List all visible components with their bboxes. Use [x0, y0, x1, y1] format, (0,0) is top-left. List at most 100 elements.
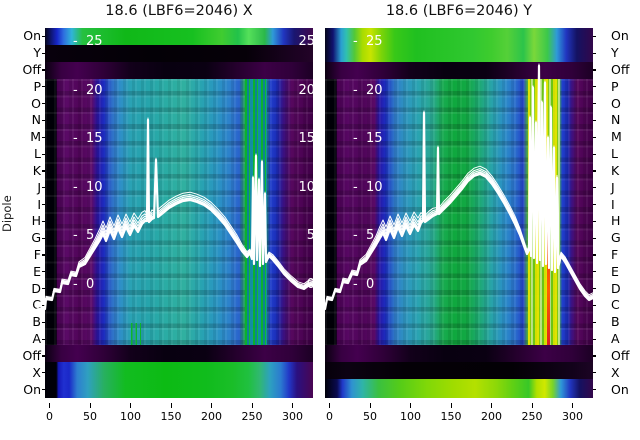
row-tick: [593, 388, 596, 391]
row-label-off-l19: Off: [22, 347, 41, 363]
curve-strand-0: [35, 118, 315, 312]
row-label-c-r16: C: [611, 297, 620, 313]
row-label-j-l9: J: [37, 179, 41, 195]
row-label-on-l0: On: [23, 28, 41, 44]
row-label-a-r18: A: [611, 331, 620, 347]
row-tick: [42, 321, 45, 323]
row-label-i-l10: I: [37, 196, 41, 212]
row-tick: [42, 355, 45, 357]
row-tick: [593, 103, 596, 105]
inner-ytick-right: 15: [298, 131, 315, 146]
row-label-p-l3: P: [33, 78, 41, 94]
inner-ytick-left: - 5: [353, 228, 375, 243]
row-tick: [593, 69, 596, 71]
x-tick: [170, 403, 172, 408]
overlay-curve: [35, 117, 315, 312]
row-label-on-r0: On: [611, 28, 629, 44]
x-tick-label: 0: [46, 410, 53, 423]
panel-x-title: 18.6 (LBF6=2046) X: [105, 3, 253, 19]
row-tick: [42, 203, 45, 206]
row-tick: [593, 271, 596, 273]
row-tick: [593, 35, 596, 37]
curve-strand-1: [36, 118, 314, 311]
inner-ytick-left: - 5: [73, 228, 95, 243]
band-off-bottom: [325, 345, 593, 362]
x-tick-label: 250: [521, 410, 543, 423]
x-tick-label: 200: [481, 410, 502, 423]
band-on-y-top: [325, 28, 593, 62]
row-tick: [42, 69, 45, 71]
row-label-on-r21: On: [611, 381, 629, 397]
inner-ytick-right: 5: [306, 228, 315, 243]
row-label-off-r2: Off: [611, 62, 630, 78]
band-y-off: [45, 45, 313, 62]
x-tick-label: 50: [363, 410, 377, 423]
row-tick: [593, 288, 596, 290]
x-tick-label: 50: [83, 410, 97, 423]
x-tick-label: 300: [562, 410, 583, 423]
row-label-off-r19: Off: [611, 347, 630, 363]
row-tick: [42, 271, 45, 273]
x-tick: [292, 403, 294, 408]
row-tick: [42, 136, 45, 138]
x-tick: [130, 403, 132, 408]
x-axis-right: 0 50 100 150 200 250 300: [325, 399, 593, 431]
x-axis-left: 0 50 100 150 200 250 300: [45, 399, 313, 431]
curve-strand-2: [36, 118, 314, 310]
row-tick: [42, 153, 45, 155]
row-tick: [42, 372, 45, 374]
row-label-on-l21: On: [23, 381, 41, 397]
row-tick: [42, 338, 45, 340]
row-label-p-r3: P: [611, 78, 619, 94]
inner-ytick-left: - 10: [73, 179, 103, 195]
row-label-j-r9: J: [611, 179, 615, 195]
row-tick: [42, 103, 45, 105]
band-x-off: [325, 362, 593, 379]
row-tick: [42, 304, 45, 307]
row-tick: [593, 254, 596, 256]
inner-ytick-right: 10: [298, 179, 315, 195]
row-label-g-l12: G: [31, 230, 41, 246]
row-label-c-l16: C: [32, 297, 41, 313]
row-label-o-l4: O: [31, 95, 41, 111]
row-tick: [593, 220, 596, 222]
inner-ytick-right: 20: [298, 82, 315, 98]
row-tick: [42, 187, 45, 189]
inner-ytick-left: - 25: [353, 34, 383, 49]
x-tick: [572, 403, 574, 408]
row-label-a-l18: A: [32, 331, 41, 347]
row-label-x-r20: X: [611, 364, 620, 380]
x-tick: [369, 403, 371, 408]
inner-ytick-left: - 0: [73, 276, 95, 292]
row-tick: [593, 187, 596, 189]
row-tick: [42, 35, 45, 37]
row-label-k-r8: K: [611, 162, 620, 178]
row-tick: [42, 86, 45, 88]
overlay-curve: [315, 63, 595, 312]
x-tick-label: 150: [440, 410, 462, 423]
x-tick-label: 150: [160, 410, 182, 423]
inner-ytick-left: - 20: [73, 82, 103, 98]
inner-ytick-left: - 15: [353, 131, 383, 146]
row-label-b-l17: B: [32, 314, 41, 330]
row-label-f-l13: F: [33, 247, 41, 263]
row-tick: [593, 372, 596, 374]
x-tick: [329, 403, 331, 408]
x-tick: [491, 403, 493, 408]
row-label-e-r14: E: [611, 263, 619, 279]
row-tick: [42, 52, 45, 54]
row-tick: [42, 288, 45, 290]
row-tick: [593, 153, 596, 155]
row-tick: [593, 355, 596, 357]
row-label-m-r6: M: [611, 129, 622, 145]
x-tick: [49, 403, 51, 408]
row-tick: [593, 338, 596, 340]
band-x-on-bottom: [45, 362, 313, 398]
band-off-bottom: [45, 345, 313, 362]
row-tick: [593, 170, 596, 172]
row-label-l-l7: L: [34, 146, 41, 162]
x-tick-label: 100: [120, 410, 141, 423]
x-tick: [89, 403, 91, 408]
